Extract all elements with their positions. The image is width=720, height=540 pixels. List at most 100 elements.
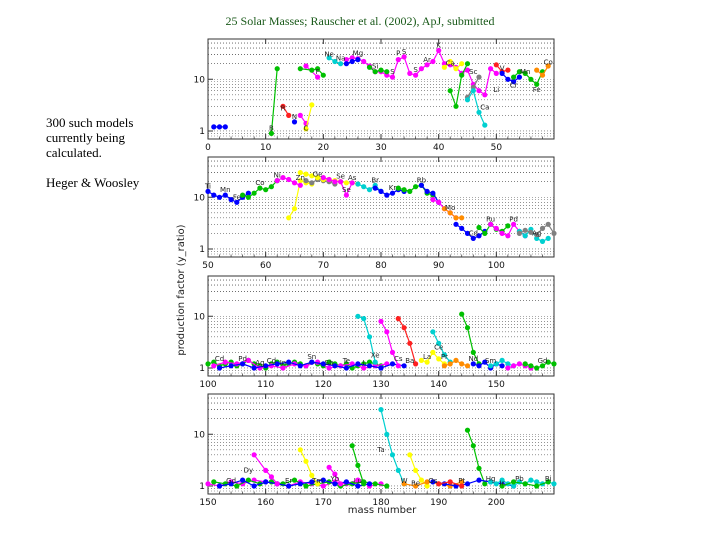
series-8: [297, 66, 326, 78]
data-point: [493, 70, 499, 76]
data-point: [286, 176, 292, 183]
data-point: [539, 363, 546, 369]
data-point: [482, 92, 488, 98]
data-point: [384, 192, 390, 198]
data-point: [413, 467, 419, 473]
y-tick-label: 10: [194, 75, 206, 85]
data-point: [441, 64, 447, 70]
data-point: [488, 66, 494, 72]
data-point: [297, 182, 303, 188]
data-point: [366, 359, 373, 365]
series-9: [326, 55, 344, 67]
data-point: [303, 178, 309, 184]
series-3: [280, 103, 292, 118]
data-point: [274, 361, 280, 367]
series-15: [464, 74, 482, 100]
series-13: [441, 206, 465, 221]
x-tick-label: 50: [202, 261, 214, 271]
element-label: Ag: [255, 359, 264, 367]
x-tick-label: 100: [488, 261, 505, 271]
data-point: [510, 483, 517, 489]
data-point: [291, 180, 298, 186]
element-label: Ir: [500, 479, 505, 487]
element-label: Pr: [441, 353, 448, 361]
data-point: [505, 365, 511, 371]
data-point: [245, 194, 251, 200]
data-point: [205, 188, 211, 194]
series-line: [270, 68, 278, 134]
series-20: [534, 63, 551, 78]
data-point: [205, 361, 211, 367]
data-point: [441, 206, 447, 212]
data-point: [430, 190, 436, 196]
data-point: [505, 76, 511, 82]
element-label: Sm: [485, 357, 496, 365]
data-point: [216, 365, 223, 371]
x-tick-label: 180: [372, 498, 389, 508]
data-point: [228, 197, 234, 203]
data-point: [315, 74, 321, 80]
data-point: [384, 431, 390, 437]
data-point: [361, 316, 367, 322]
data-point: [205, 481, 211, 487]
data-point: [459, 61, 465, 67]
data-point: [510, 479, 517, 485]
data-point: [522, 361, 528, 367]
data-point: [413, 72, 419, 78]
x-tick-label: 80: [375, 261, 387, 271]
data-point: [476, 109, 482, 115]
data-point: [441, 352, 447, 358]
series-line: [397, 318, 417, 365]
element-label: Ca: [446, 60, 455, 68]
data-point: [499, 230, 505, 236]
y-tick-label: 10: [194, 312, 206, 322]
data-point: [343, 479, 349, 485]
data-point: [234, 199, 240, 205]
series-14: [522, 359, 557, 371]
element-label: Pt: [458, 477, 465, 485]
x-tick-label: 90: [433, 261, 445, 271]
data-point: [464, 67, 471, 73]
data-point: [372, 359, 378, 365]
data-point: [355, 57, 361, 63]
series-16: [464, 88, 488, 128]
y-tick-label: 1: [199, 364, 205, 374]
element-label: Ti: [204, 182, 211, 190]
data-point: [407, 340, 413, 346]
data-point: [470, 361, 476, 367]
data-point: [459, 311, 465, 317]
data-point: [309, 359, 315, 365]
element-label: C: [304, 124, 309, 132]
data-point: [389, 361, 396, 367]
data-point: [240, 192, 246, 198]
data-point: [534, 81, 540, 87]
data-point: [476, 233, 482, 239]
element-label: Gd: [538, 357, 548, 365]
series-line: [299, 449, 319, 485]
data-point: [499, 70, 505, 76]
x-tick-label: 40: [433, 143, 445, 153]
data-point: [268, 130, 274, 136]
data-point: [407, 188, 413, 194]
series-line: [369, 66, 387, 73]
data-point: [297, 66, 303, 72]
data-point: [309, 102, 315, 108]
series-2: [268, 66, 280, 136]
x-tick-label: 140: [430, 380, 447, 390]
data-point: [211, 359, 217, 365]
series-12: [366, 64, 390, 75]
data-point: [263, 187, 269, 193]
data-point: [338, 481, 344, 487]
data-point: [528, 363, 534, 369]
series-5: [251, 452, 280, 487]
data-point: [309, 472, 315, 478]
data-point: [534, 232, 540, 238]
element-label: Ag: [532, 229, 541, 237]
element-label: Cd: [215, 355, 224, 363]
element-label: Ru: [486, 215, 495, 223]
element-label: S: [390, 68, 395, 76]
element-label: W: [401, 477, 408, 485]
data-point: [545, 235, 551, 241]
